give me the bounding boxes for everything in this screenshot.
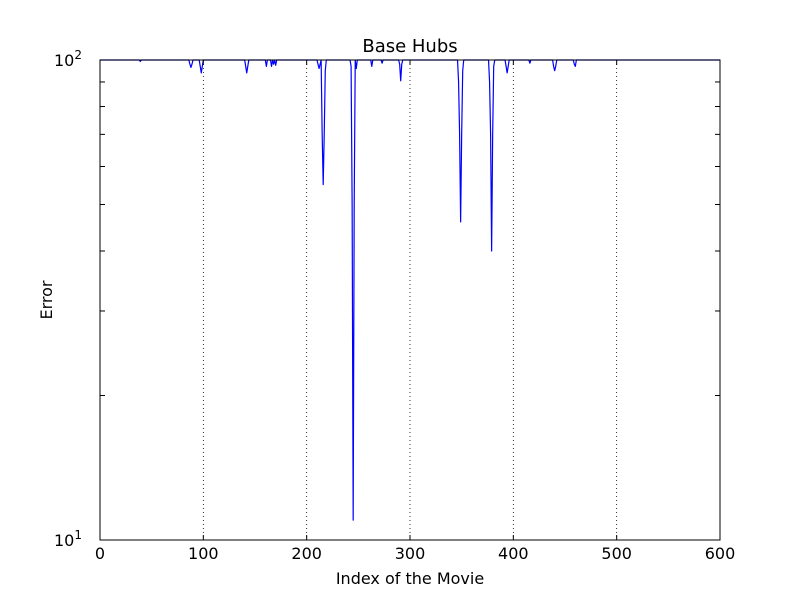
x-tick-labels: 0 100 200 300 400 500 600 bbox=[95, 544, 735, 563]
tick-marks bbox=[99, 59, 721, 541]
x-tick-label: 500 bbox=[601, 544, 632, 563]
x-tick-label: 0 bbox=[95, 544, 105, 563]
grid-lines bbox=[202, 60, 618, 540]
y-tick-label-base: 10 bbox=[54, 51, 74, 70]
y-tick-label: 101 bbox=[54, 528, 82, 550]
y-tick-label-base: 10 bbox=[54, 531, 74, 550]
y-tick-label-exponent: 1 bbox=[74, 528, 82, 542]
x-tick-label: 400 bbox=[498, 544, 529, 563]
x-axis-label: Index of the Movie bbox=[336, 569, 484, 588]
series-layer bbox=[100, 59, 720, 521]
y-tick-label-exponent: 2 bbox=[74, 48, 82, 62]
series-line bbox=[100, 59, 720, 521]
y-tick-label: 102 bbox=[54, 48, 82, 70]
y-axis-label: Error bbox=[37, 280, 56, 319]
x-tick-label: 600 bbox=[705, 544, 736, 563]
x-tick-label: 200 bbox=[291, 544, 322, 563]
x-tick-label: 300 bbox=[395, 544, 426, 563]
x-tick-label: 100 bbox=[188, 544, 219, 563]
chart-title: Base Hubs bbox=[362, 36, 457, 57]
